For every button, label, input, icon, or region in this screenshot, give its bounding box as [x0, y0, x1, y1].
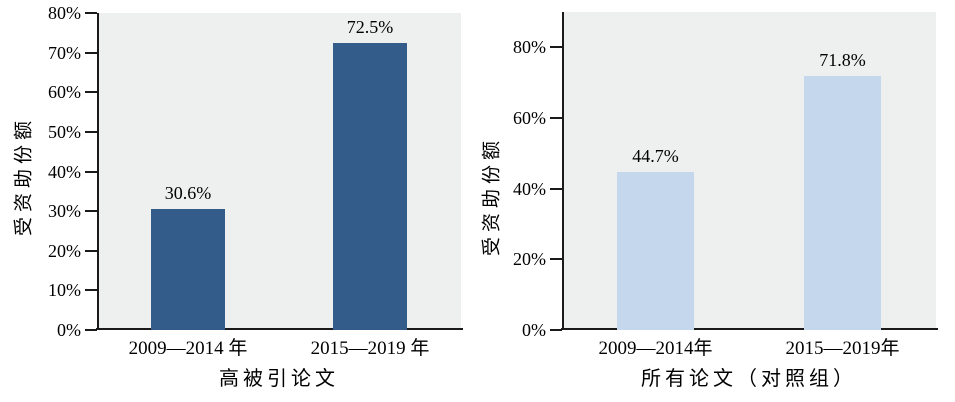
bar: [332, 42, 408, 330]
y-tick-mark: [550, 46, 562, 49]
y-tick-mark: [85, 249, 97, 252]
y-tick-label: 20%: [513, 249, 546, 270]
y-tick-label: 20%: [48, 240, 81, 261]
y-tick-mark: [550, 187, 562, 190]
bar-value-label: 72.5%: [346, 16, 394, 37]
right-chart-x-axis-line: [561, 328, 938, 330]
y-tick-label: 10%: [48, 280, 81, 301]
right-chart-y-axis-title: 受资助份额: [481, 135, 503, 257]
y-tick-label: 60%: [48, 82, 81, 103]
left-chart-y-axis-line: [97, 13, 99, 330]
left-chart-x-axis-title: 高被引论文: [219, 368, 339, 390]
y-tick-label: 80%: [513, 37, 546, 58]
y-tick-mark: [85, 12, 97, 14]
y-tick-mark: [85, 170, 97, 173]
bar: [616, 172, 694, 330]
y-tick-mark: [85, 51, 97, 54]
bar: [803, 76, 881, 330]
y-tick-mark: [550, 329, 562, 331]
y-tick-label: 80%: [48, 3, 81, 23]
y-tick-mark: [85, 289, 97, 292]
y-tick-mark: [550, 258, 562, 261]
right-chart-y-axis-line: [562, 12, 564, 330]
x-tick-label: 2009—2014年: [598, 338, 713, 359]
left-chart-plot-area: 0% 10% 20% 30% 40% 50% 60% 70% 80% 30.6% 2009—2014…: [48, 4, 463, 358]
y-tick-mark: [85, 130, 97, 133]
y-tick-label: 60%: [513, 108, 546, 128]
y-tick-mark: [550, 116, 562, 119]
bar-value-label: 44.7%: [632, 146, 679, 167]
right-chart-x-axis-title: 所有论文（对照组）: [641, 368, 857, 390]
y-tick-label: 40%: [48, 161, 81, 182]
x-tick-label: 2015—2019 年: [310, 338, 430, 359]
x-tick-label: 2015—2019年: [785, 338, 900, 359]
x-tick-label: 2009—2014 年: [128, 338, 248, 359]
bar-value-label: 71.8%: [819, 50, 866, 71]
y-tick-mark: [85, 210, 97, 213]
y-tick-label: 0%: [522, 320, 546, 340]
y-tick-mark: [85, 91, 97, 94]
y-tick-label: 70%: [48, 42, 81, 63]
y-tick-label: 0%: [57, 320, 81, 340]
y-tick-label: 40%: [513, 178, 546, 199]
bar-value-label: 30.6%: [164, 182, 212, 203]
y-tick-label: 30%: [48, 201, 81, 222]
left-chart-y-axis-title: 受资助份额: [13, 115, 35, 237]
y-tick-label: 50%: [48, 121, 81, 142]
left-chart-x-axis-line: [96, 328, 463, 330]
y-tick-mark: [85, 329, 97, 331]
right-chart-plot-area: 0% 20% 40% 60% 80% 44.7% 2009—2014年 71.8% 2015—2…: [513, 12, 938, 358]
bar: [150, 208, 226, 330]
